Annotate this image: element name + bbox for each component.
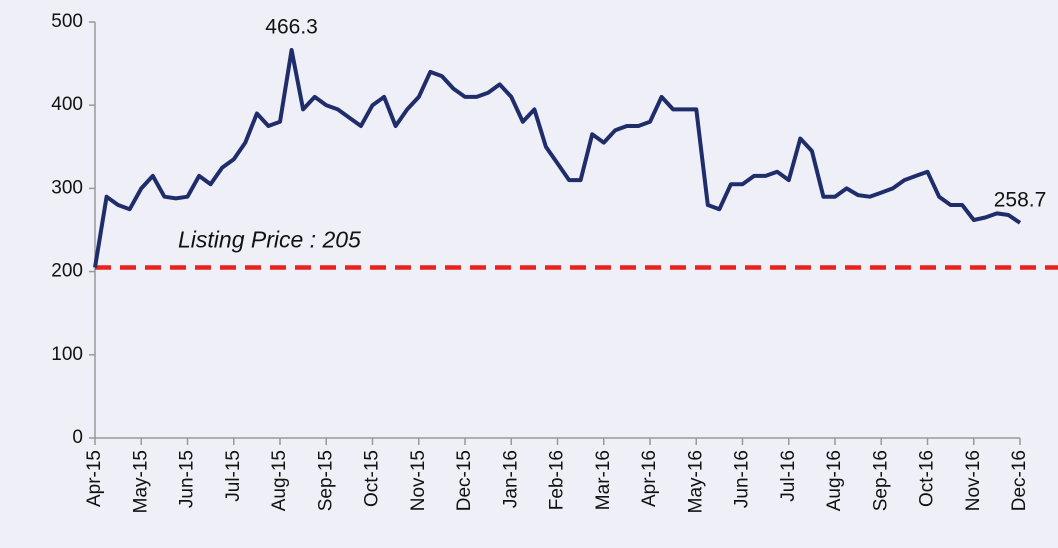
y-tick-label: 400 xyxy=(51,94,83,115)
x-tick-label: Jun-16 xyxy=(732,450,753,508)
x-tick-label: May-16 xyxy=(685,450,706,513)
x-tick-label: Dec-15 xyxy=(454,450,475,511)
x-tick-label: Jul-16 xyxy=(778,450,799,502)
data-label: 466.3 xyxy=(265,16,318,39)
x-tick-label: Oct-15 xyxy=(362,450,383,507)
x-tick-label: Jul-15 xyxy=(223,450,244,502)
y-tick-label: 300 xyxy=(51,177,83,198)
data-label: 258.7 xyxy=(994,188,1047,211)
reference-label: Listing Price : 205 xyxy=(178,227,361,253)
x-tick-label: Feb-16 xyxy=(547,450,568,510)
price-line xyxy=(93,48,1022,268)
x-tick-label: Mar-16 xyxy=(593,450,614,510)
x-tick-label: Apr-15 xyxy=(84,450,105,507)
x-tick-label: Jan-16 xyxy=(500,450,521,508)
x-tick-label: Dec-16 xyxy=(1009,450,1030,511)
y-tick-label: 0 xyxy=(72,427,83,448)
x-tick-label: Aug-15 xyxy=(269,450,290,511)
x-tick-label: May-15 xyxy=(130,450,151,513)
x-tick-label: Aug-16 xyxy=(824,450,845,511)
x-tick-label: Jun-15 xyxy=(177,450,198,508)
x-tick-label: Nov-15 xyxy=(408,450,429,511)
x-tick-label: Oct-16 xyxy=(917,450,938,507)
x-tick-label: Nov-16 xyxy=(963,450,984,511)
x-tick-label: Sep-16 xyxy=(870,450,891,511)
x-tick-label: Sep-15 xyxy=(315,450,336,511)
y-tick-label: 100 xyxy=(51,344,83,365)
x-tick-label: Apr-16 xyxy=(639,450,660,507)
y-tick-label: 200 xyxy=(51,261,83,282)
y-tick-label: 500 xyxy=(51,11,83,32)
